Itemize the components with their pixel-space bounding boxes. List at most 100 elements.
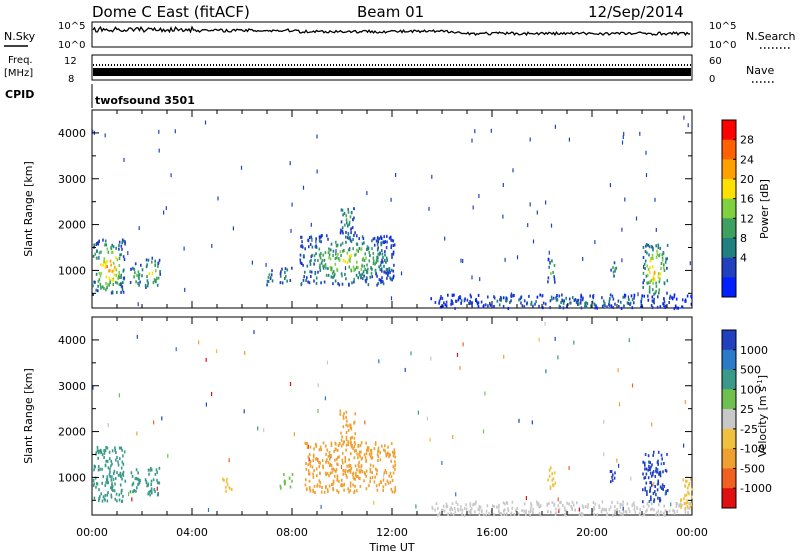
echo-cell	[331, 471, 333, 474]
echo-cell	[646, 251, 648, 255]
echo-cell	[309, 262, 312, 266]
echo-cell	[118, 446, 121, 450]
echo-cell	[686, 499, 688, 503]
echo-cell	[518, 298, 520, 302]
echo-cell	[547, 478, 549, 482]
power-colorbar-label: Power [dB]	[758, 179, 771, 239]
sparse-echo	[364, 420, 366, 425]
echo-cell	[226, 477, 228, 481]
echo-cell	[118, 283, 121, 287]
echo-cell	[645, 481, 648, 485]
echo-cell	[394, 467, 396, 471]
echo-cell	[280, 270, 282, 274]
echo-cell	[315, 276, 318, 280]
echo-cell	[686, 479, 688, 483]
echo-cell	[650, 474, 653, 478]
echo-cell	[305, 467, 308, 471]
echo-cell	[524, 511, 527, 515]
echo-cell	[449, 508, 451, 512]
echo-cell	[487, 304, 489, 308]
echo-cell	[376, 255, 378, 259]
sparse-echo	[529, 137, 531, 142]
echo-cell	[301, 240, 303, 244]
sparse-echo	[544, 321, 546, 326]
y-tick-label: 2000	[58, 426, 86, 439]
y-tick-label: 1000	[58, 264, 86, 277]
echo-cell	[345, 415, 347, 419]
echo-cell	[386, 258, 389, 262]
echo-cell	[491, 504, 494, 508]
echo-cell	[642, 285, 644, 289]
echo-cell	[378, 278, 381, 282]
echo-cell	[329, 248, 332, 252]
echo-cell	[455, 299, 457, 303]
echo-cell	[381, 279, 383, 283]
echo-cell	[382, 256, 384, 260]
echo-cell	[647, 454, 650, 458]
echo-cell	[662, 470, 664, 474]
echo-cell	[267, 280, 270, 283]
echo-cell	[106, 446, 109, 450]
echo-cell	[363, 274, 365, 278]
echo-cell	[112, 283, 115, 286]
echo-cell	[379, 263, 382, 267]
sparse-echo	[662, 484, 664, 489]
echo-cell	[649, 266, 651, 270]
echo-cell	[609, 293, 612, 297]
echo-cell	[558, 294, 561, 298]
echo-cell	[470, 295, 472, 299]
echo-cell	[118, 493, 121, 497]
echo-cell	[542, 306, 544, 310]
echo-cell	[441, 508, 443, 512]
echo-cell	[668, 301, 670, 304]
echo-cell	[368, 250, 371, 254]
echo-cell	[137, 471, 139, 475]
echo-cell	[677, 306, 679, 310]
echo-cell	[331, 467, 333, 471]
echo-cell	[345, 435, 348, 439]
echo-cell	[484, 303, 487, 307]
echo-cell	[464, 506, 466, 510]
echo-cell	[137, 483, 139, 487]
sparse-echo	[554, 336, 556, 341]
echo-cell	[344, 471, 346, 475]
echo-cell	[108, 450, 111, 454]
beam-label: Beam 01	[357, 3, 424, 21]
echo-cell	[601, 509, 603, 513]
echo-cell	[603, 303, 605, 307]
echo-cell	[284, 270, 286, 274]
colorbar-tick-label: 500	[740, 364, 761, 377]
echo-cell	[523, 305, 526, 309]
x-tick-label: 20:00	[576, 526, 608, 539]
echo-cell	[115, 451, 117, 454]
echo-cell	[342, 258, 345, 262]
echo-cell	[354, 442, 356, 446]
echo-cell	[614, 505, 616, 509]
echo-cell	[549, 299, 552, 303]
echo-cell	[105, 281, 107, 285]
echo-cell	[354, 231, 356, 235]
echo-cell	[548, 502, 550, 506]
echo-cell	[349, 488, 352, 492]
echo-cell	[507, 507, 509, 511]
echo-cell	[496, 505, 498, 509]
echo-cell	[347, 469, 349, 473]
echo-cell	[135, 468, 138, 472]
echo-cell	[114, 449, 116, 452]
echo-cell	[362, 277, 364, 281]
colorbar-segment	[722, 139, 736, 160]
echo-cell	[382, 260, 384, 264]
echo-cell	[346, 261, 349, 265]
echo-cell	[349, 238, 352, 242]
echo-cell	[122, 290, 125, 294]
sparse-echo	[635, 216, 638, 221]
echo-cell	[106, 475, 109, 479]
echo-cell	[375, 239, 378, 243]
echo-cell	[642, 281, 644, 285]
echo-cell	[686, 501, 689, 505]
echo-cell	[309, 464, 312, 468]
echo-cell	[452, 302, 454, 306]
echo-cell	[97, 468, 100, 472]
echo-cell	[345, 230, 347, 234]
